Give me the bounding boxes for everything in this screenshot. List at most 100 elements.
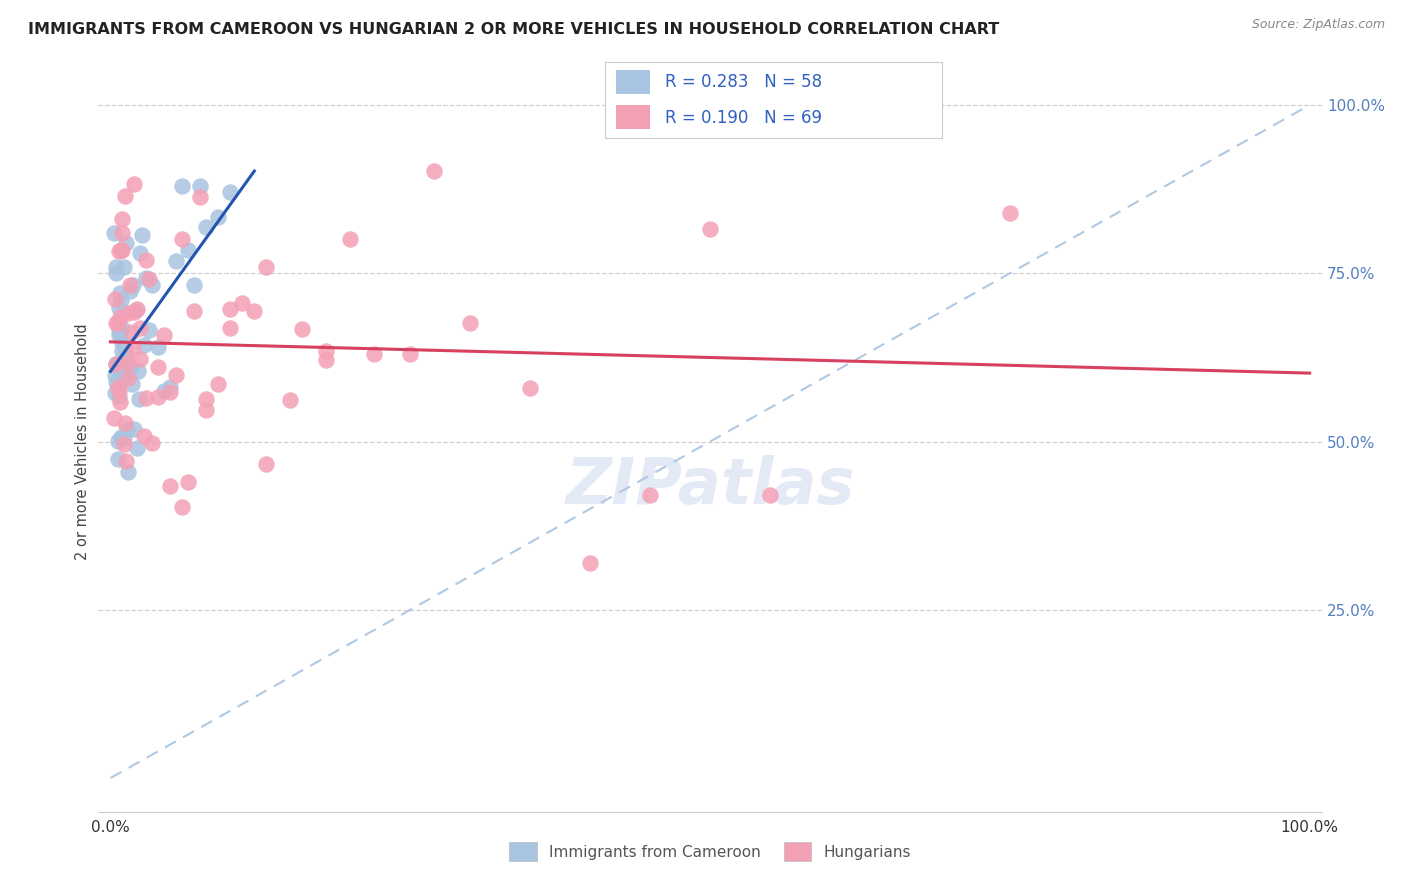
Point (108, 310, 131, 324)
Point (117, 306, 139, 320)
Point (122, 277, 145, 292)
Point (131, 228, 153, 243)
Point (114, 189, 136, 203)
Point (165, 368, 187, 383)
Point (105, 357, 128, 371)
Point (183, 277, 205, 292)
Point (579, 556, 602, 570)
Point (423, 164, 446, 178)
Point (188, 178, 212, 193)
Point (231, 296, 253, 310)
Point (759, 488, 782, 502)
Point (135, 391, 157, 405)
Point (110, 244, 132, 258)
Point (122, 341, 145, 355)
Point (254, 260, 277, 274)
Point (117, 465, 139, 479)
Text: IMMIGRANTS FROM CAMEROON VS HUNGARIAN 2 OR MORE VEHICLES IN HOUSEHOLD CORRELATIO: IMMIGRANTS FROM CAMEROON VS HUNGARIAN 2 … (28, 22, 1000, 37)
Point (195, 219, 218, 234)
Point (110, 430, 132, 444)
Point (254, 457, 277, 471)
Point (519, 381, 541, 395)
Point (148, 341, 170, 355)
Point (183, 303, 205, 318)
Point (103, 226, 125, 240)
Point (129, 246, 152, 260)
Point (315, 352, 337, 367)
Point (165, 254, 187, 268)
Legend: Immigrants from Cameroon, Hungarians: Immigrants from Cameroon, Hungarians (503, 836, 917, 867)
Point (107, 317, 129, 331)
Point (107, 451, 129, 466)
Point (108, 363, 131, 377)
Point (291, 322, 314, 336)
Point (172, 232, 194, 246)
Point (107, 357, 129, 371)
Point (114, 368, 136, 382)
Point (127, 364, 149, 378)
Point (111, 335, 134, 350)
Point (111, 320, 134, 334)
Point (219, 302, 242, 317)
Point (148, 390, 170, 404)
Point (132, 429, 155, 443)
Point (121, 376, 143, 391)
Point (108, 389, 131, 403)
Point (117, 356, 139, 370)
Point (172, 178, 194, 193)
Point (111, 212, 134, 227)
Point (141, 436, 163, 450)
Point (121, 326, 143, 340)
Point (117, 364, 139, 378)
Point (153, 327, 176, 342)
FancyBboxPatch shape (616, 70, 650, 95)
Point (339, 232, 361, 246)
Point (177, 475, 200, 489)
Point (699, 222, 721, 236)
Point (177, 244, 200, 258)
Point (112, 431, 135, 445)
Point (118, 277, 141, 292)
Point (135, 271, 157, 285)
Point (114, 416, 136, 430)
Point (105, 317, 128, 331)
Point (195, 392, 218, 406)
Point (108, 244, 131, 258)
Point (124, 177, 146, 191)
Point (107, 357, 129, 371)
Point (105, 376, 128, 390)
Point (159, 380, 181, 394)
Point (110, 293, 132, 308)
Text: R = 0.190   N = 69: R = 0.190 N = 69 (665, 109, 823, 127)
Point (148, 359, 170, 374)
Point (135, 253, 157, 268)
Point (105, 266, 128, 280)
FancyBboxPatch shape (616, 105, 650, 129)
Point (108, 326, 131, 341)
Point (104, 385, 127, 400)
Point (108, 395, 131, 409)
Point (103, 410, 125, 425)
Point (172, 500, 194, 515)
Point (638, 488, 661, 502)
Point (207, 211, 229, 225)
Point (107, 380, 129, 394)
Text: R = 0.283   N = 58: R = 0.283 N = 58 (665, 73, 823, 91)
Point (104, 293, 127, 307)
Point (125, 442, 148, 456)
Point (195, 403, 218, 417)
Point (118, 284, 141, 298)
Point (159, 385, 181, 400)
Point (111, 226, 134, 240)
Point (219, 186, 242, 200)
Point (207, 377, 229, 392)
Point (111, 343, 134, 358)
Point (138, 272, 160, 286)
Point (124, 303, 146, 318)
Point (112, 260, 135, 274)
Point (153, 384, 176, 398)
Point (458, 316, 481, 330)
Point (105, 260, 128, 274)
Point (125, 301, 148, 316)
Point (243, 304, 266, 318)
